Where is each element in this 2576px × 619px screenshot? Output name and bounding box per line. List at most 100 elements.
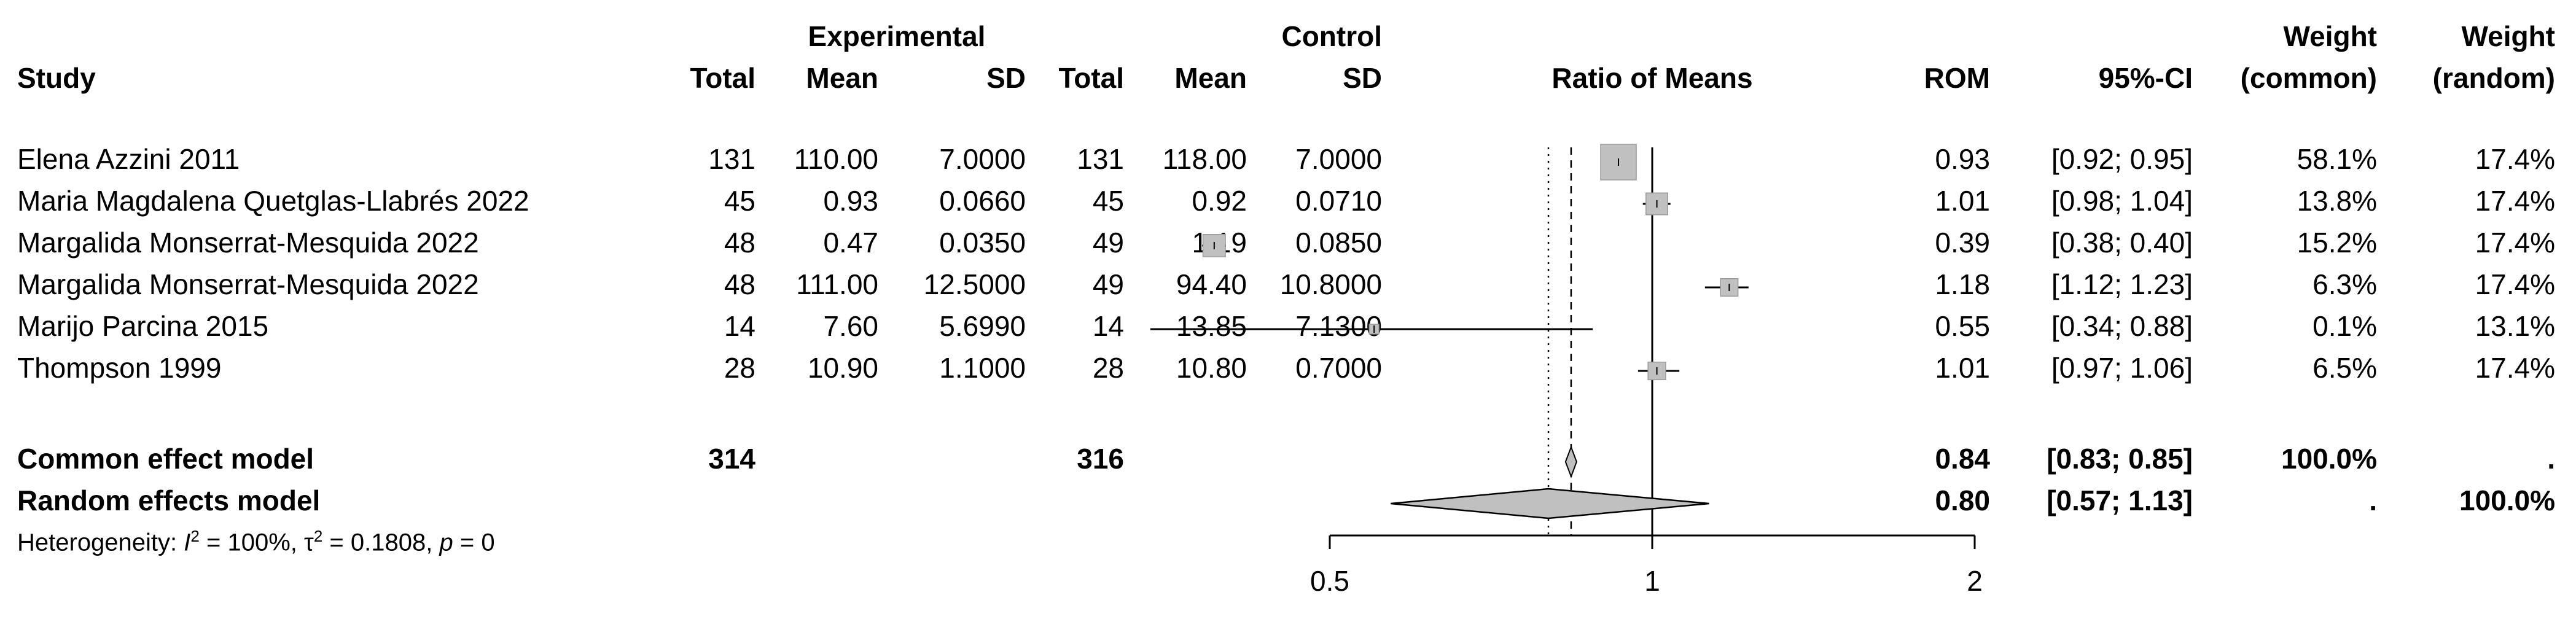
c-sd: 0.0850: [1295, 227, 1382, 259]
rom: 0.39: [1935, 227, 1990, 259]
heterogeneity-text: Heterogeneity: I2 = 100%, τ2 = 0.1808, p…: [17, 527, 495, 556]
weight-random: 17.4%: [2475, 227, 2555, 259]
header-e-total: Total: [690, 62, 755, 94]
e-mean: 0.93: [823, 185, 878, 217]
c-mean: 10.80: [1176, 352, 1247, 384]
weight-common: 6.3%: [2313, 268, 2377, 300]
common-model-c-total: 316: [1077, 443, 1124, 475]
random-model-weight-random: 100.0%: [2459, 485, 2555, 516]
weight-common: 6.5%: [2313, 352, 2377, 384]
weight-common: 15.2%: [2297, 227, 2377, 259]
study-name: Margalida Monserrat-Mesquida 2022: [17, 268, 479, 300]
weight-common: 58.1%: [2297, 143, 2377, 175]
rom: 0.55: [1935, 310, 1990, 342]
random-model-label: Random effects model: [17, 485, 321, 516]
e-total: 131: [708, 143, 755, 175]
e-total: 48: [724, 268, 755, 300]
x-tick-label: 2: [1967, 565, 1983, 597]
header-study: Study: [17, 62, 96, 94]
rom: 1.18: [1935, 268, 1990, 300]
e-total: 28: [724, 352, 755, 384]
e-total: 14: [724, 310, 755, 342]
common-model-weight-common: 100.0%: [2281, 443, 2377, 475]
c-sd: 7.1300: [1295, 310, 1382, 342]
x-tick-label: 1: [1644, 565, 1660, 597]
header-c-total: Total: [1058, 62, 1124, 94]
weight-common: 13.8%: [2297, 185, 2377, 217]
header-c-sd: SD: [1343, 62, 1382, 94]
c-mean: 118.00: [1162, 143, 1247, 175]
ci: [0.34; 0.88]: [2051, 310, 2193, 342]
c-total: 49: [1092, 268, 1124, 300]
random-model-ci: [0.57; 1.13]: [2047, 485, 2193, 516]
c-sd: 7.0000: [1295, 143, 1382, 175]
ci: [0.98; 1.04]: [2051, 185, 2193, 217]
study-name: Maria Magdalena Quetglas-Llabrés 2022: [17, 185, 529, 217]
x-tick-label: 0.5: [1310, 565, 1349, 597]
header-c-mean: Mean: [1174, 62, 1247, 94]
weight-random: 17.4%: [2475, 268, 2555, 300]
common-model-label: Common effect model: [17, 443, 314, 475]
header-weight-random-sub: (random): [2432, 62, 2555, 94]
header-weight-common: Weight: [2283, 20, 2377, 52]
rom: 1.01: [1935, 185, 1990, 217]
study-name: Elena Azzini 2011: [17, 143, 240, 175]
random-model-rom: 0.80: [1935, 485, 1990, 516]
e-mean: 0.47: [823, 227, 878, 259]
ci: [1.12; 1.23]: [2051, 268, 2193, 300]
heterogeneity-prefix: Heterogeneity:: [17, 529, 184, 556]
ci: [0.38; 0.40]: [2051, 227, 2193, 259]
c-total: 49: [1092, 227, 1124, 259]
random-effect-diamond: [1391, 488, 1709, 520]
heterogeneity-i2: = 100%,: [206, 529, 305, 556]
c-sd: 0.7000: [1295, 352, 1382, 384]
heterogeneity-p: = 0: [459, 529, 495, 556]
common-model-rom: 0.84: [1935, 443, 1990, 475]
heterogeneity-tau2: = 0.1808,: [329, 529, 440, 556]
c-total: 131: [1077, 143, 1124, 175]
header-e-sd: SD: [986, 62, 1026, 94]
c-sd: 10.8000: [1279, 268, 1382, 300]
weight-random: 17.4%: [2475, 143, 2555, 175]
e-mean: 7.60: [823, 310, 878, 342]
common-effect-diamond: [1564, 445, 1577, 478]
e-mean: 111.00: [796, 268, 878, 300]
c-total: 28: [1092, 352, 1124, 384]
header-experimental: Experimental: [808, 20, 986, 52]
header-ratio-of-means: Ratio of Means: [1551, 62, 1753, 94]
c-total: 45: [1092, 185, 1124, 217]
study-name: Thompson 1999: [17, 352, 222, 384]
study-name: Marijo Parcina 2015: [17, 310, 269, 342]
header-control: Control: [1281, 20, 1382, 52]
e-total: 48: [724, 227, 755, 259]
e-mean: 10.90: [807, 352, 878, 384]
e-sd: 12.5000: [923, 268, 1026, 300]
c-total: 14: [1092, 310, 1124, 342]
ci: [0.92; 0.95]: [2051, 143, 2193, 175]
c-mean: 13.85: [1176, 310, 1247, 342]
weight-random: 13.1%: [2475, 310, 2555, 342]
header-e-mean: Mean: [806, 62, 878, 94]
e-mean: 110.00: [794, 143, 878, 175]
e-sd: 1.1000: [939, 352, 1026, 384]
c-mean: 94.40: [1176, 268, 1247, 300]
c-mean: 0.92: [1192, 185, 1247, 217]
weight-random: 17.4%: [2475, 185, 2555, 217]
e-sd: 5.6990: [939, 310, 1026, 342]
weight-random: 17.4%: [2475, 352, 2555, 384]
random-model-weight-common: .: [2369, 485, 2377, 516]
ci: [0.97; 1.06]: [2051, 352, 2193, 384]
header-ci: 95%-CI: [2098, 62, 2193, 94]
rom: 1.01: [1935, 352, 1990, 384]
weight-common: 0.1%: [2313, 310, 2377, 342]
e-sd: 7.0000: [939, 143, 1026, 175]
header-weight-common-sub: (common): [2240, 62, 2377, 94]
header-rom: ROM: [1924, 62, 1990, 94]
point-square: [1647, 361, 1666, 381]
study-name: Margalida Monserrat-Mesquida 2022: [17, 227, 479, 259]
point-square: [1600, 144, 1637, 181]
e-total: 45: [724, 185, 755, 217]
common-model-weight-random: .: [2547, 443, 2555, 475]
common-model-ci: [0.83; 0.85]: [2047, 443, 2193, 475]
